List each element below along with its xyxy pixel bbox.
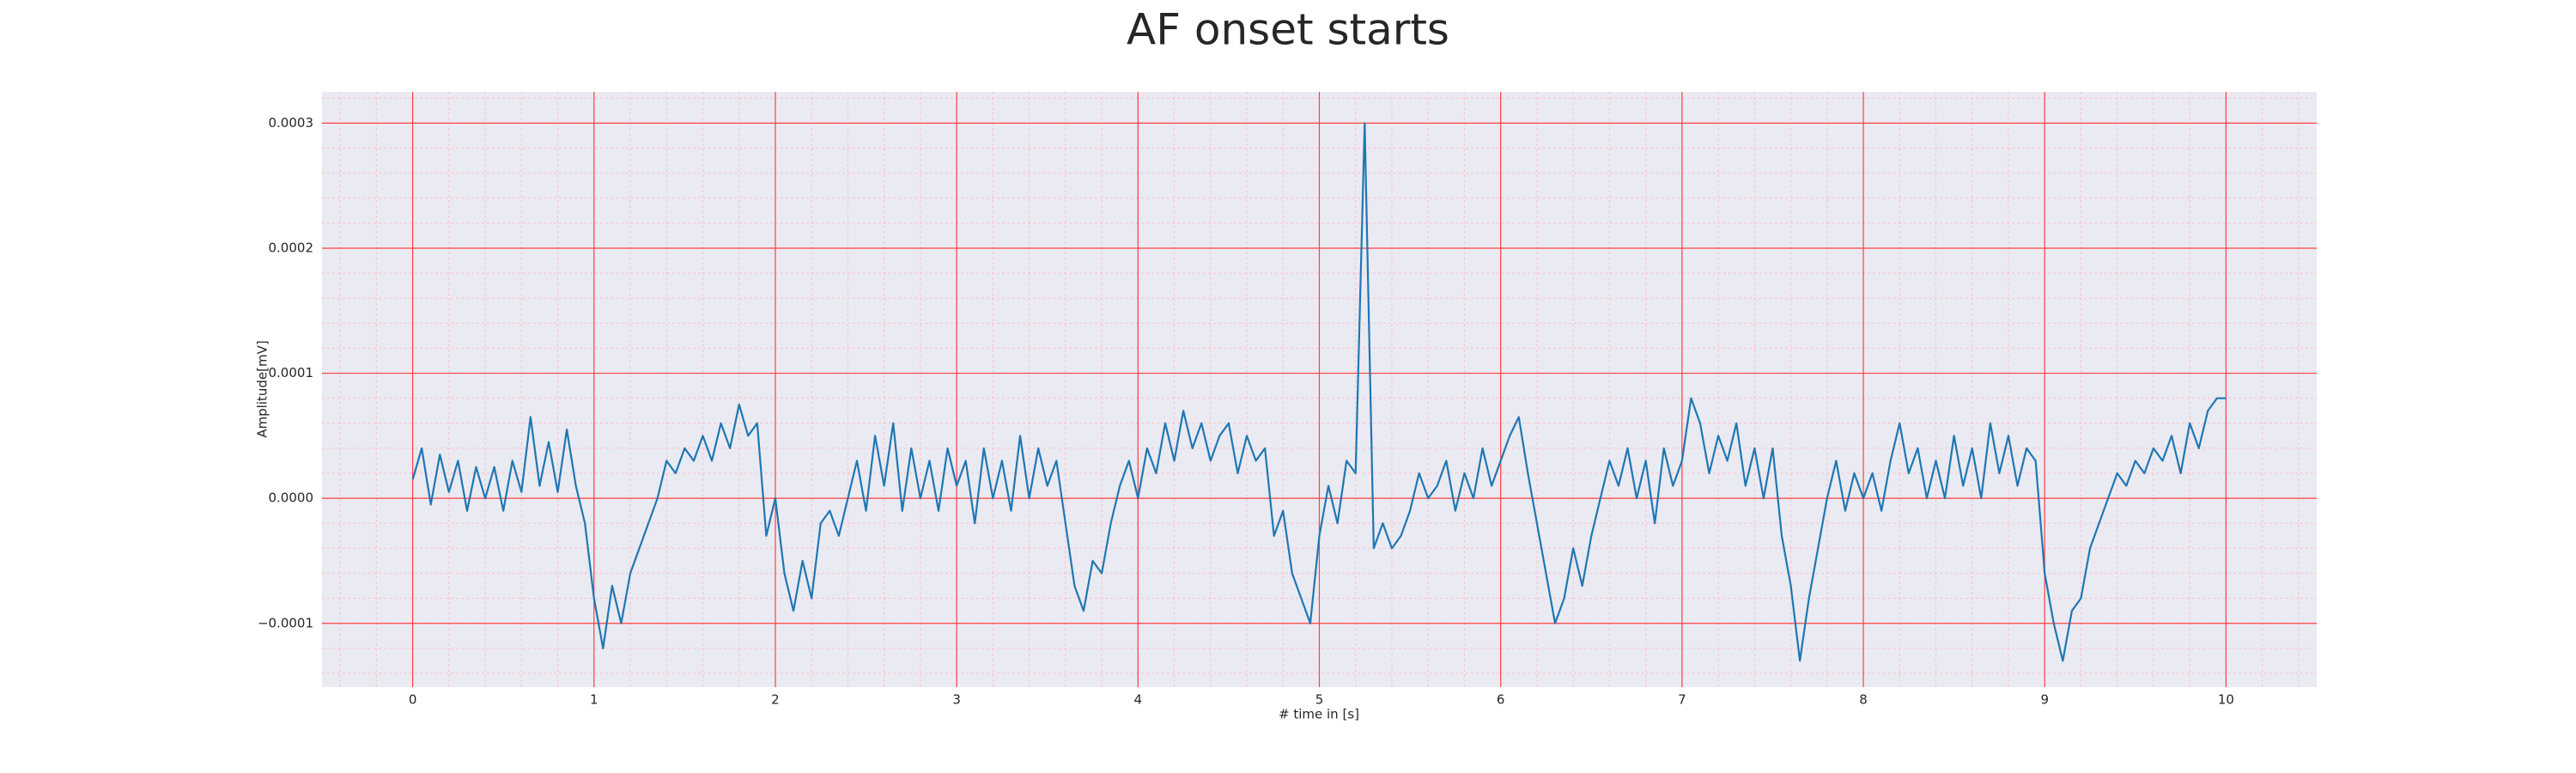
y-tick-label: 0.0000 — [269, 490, 314, 506]
y-axis-label: Amplitude[mV] — [255, 340, 270, 437]
x-tick-label: 0 — [409, 692, 417, 708]
x-tick-label: 7 — [1678, 692, 1686, 708]
x-tick-label: 3 — [952, 692, 961, 708]
x-tick-label: 4 — [1134, 692, 1143, 708]
y-tick-label: −0.0001 — [258, 615, 313, 630]
x-axis-label: # time in [s] — [1279, 707, 1359, 722]
x-tick-label: 8 — [1859, 692, 1868, 708]
x-tick-label: 2 — [771, 692, 780, 708]
signal-line — [411, 122, 2227, 662]
chart-title: AF onset starts — [1127, 5, 1449, 55]
x-tick-label: 6 — [1497, 692, 1505, 708]
y-tick-label: 0.0001 — [269, 365, 314, 380]
x-tick-label: 5 — [1315, 692, 1324, 708]
y-tick-label: 0.0002 — [269, 240, 314, 255]
x-tick-label: 10 — [2218, 692, 2234, 708]
x-tick-label: 1 — [590, 692, 598, 708]
x-tick-label: 9 — [2040, 692, 2049, 708]
y-tick-label: 0.0003 — [269, 115, 314, 131]
